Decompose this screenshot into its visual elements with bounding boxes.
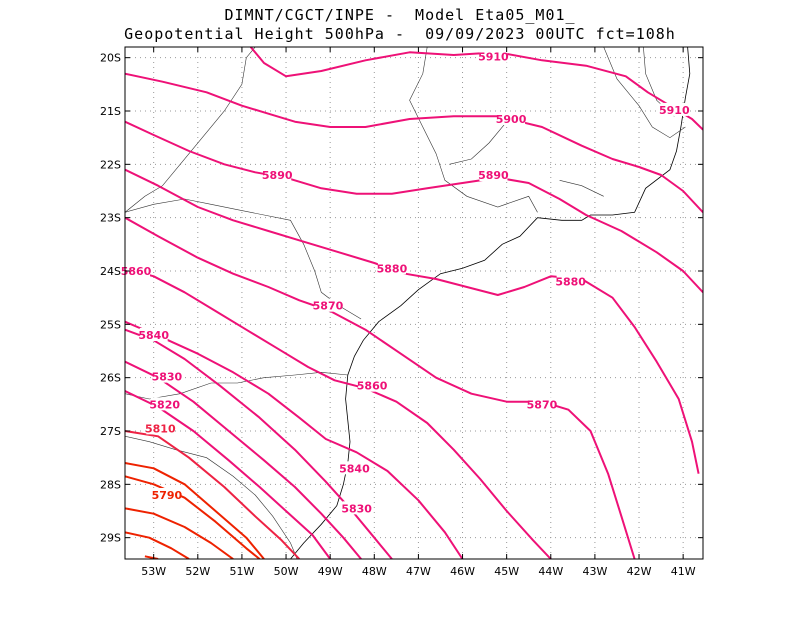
contour-label-bg	[263, 168, 292, 181]
lon-tick-label: 45W	[494, 565, 519, 578]
contour-label-bg	[152, 369, 181, 383]
contour-label-bg	[556, 274, 585, 288]
lat-tick-label: 22S	[100, 158, 121, 171]
lat-tick-label: 23S	[100, 212, 121, 225]
contour-label-bg	[139, 328, 168, 341]
contour-5890	[125, 120, 703, 293]
contour-label-bg	[479, 49, 508, 63]
lon-tick-label: 42W	[627, 565, 652, 578]
lat-tick-label: 20S	[100, 52, 121, 65]
lat-tick-label: 25S	[100, 318, 121, 331]
contour-label-5860: 5860	[357, 380, 388, 393]
contour-label-5820: 5820	[149, 398, 180, 411]
contour-5830	[125, 360, 362, 559]
contour-5770	[125, 531, 190, 559]
state-border	[125, 436, 298, 559]
lon-tick-label: 41W	[671, 565, 696, 578]
state-border	[125, 371, 348, 400]
contour-label-5790: 5790	[152, 489, 183, 502]
state-border	[125, 198, 362, 320]
lon-tick-label: 44W	[538, 565, 563, 578]
state-border	[409, 47, 538, 213]
contour-label-5860: 5860	[121, 265, 152, 278]
contour-label-5890: 5890	[262, 169, 293, 182]
grid-lines	[125, 47, 703, 559]
lat-tick-label: 21S	[100, 105, 121, 118]
lat-tick-label: 29S	[100, 532, 121, 545]
contour-label-5840: 5840	[138, 329, 169, 342]
contour-label-bg	[479, 168, 508, 181]
contour-label-5830: 5830	[341, 502, 372, 515]
contour-5860	[125, 267, 552, 559]
map-title-line-2: Geopotential Height 500hPa - 09/09/2023 …	[124, 25, 676, 43]
contour-label-5840: 5840	[339, 462, 370, 475]
lat-tick-label: 27S	[100, 425, 121, 438]
contour-5810	[125, 430, 301, 559]
contour-label-5910: 5910	[659, 104, 690, 117]
contour-label-bg	[358, 378, 387, 392]
contour-5880	[125, 168, 700, 474]
contour-label-5880: 5880	[555, 276, 586, 289]
contour-label-5810: 5810	[145, 422, 176, 435]
contour-label-bg	[146, 421, 175, 435]
lon-tick-label: 53W	[141, 565, 166, 578]
contour-label-bg	[497, 112, 526, 125]
plot-frame	[124, 46, 704, 560]
contour-label-bg	[527, 397, 556, 411]
lon-tick-label: 52W	[185, 565, 210, 578]
lon-tick-label: 46W	[450, 565, 475, 578]
lon-tick-label: 48W	[362, 565, 387, 578]
contour-label-bg	[340, 461, 369, 475]
contour-label-5910: 5910	[478, 51, 509, 64]
contour-labels: 5910 5910 5900 5890 5890 5880 5880 5870 5870 5860…	[121, 49, 690, 515]
contour-5840	[125, 328, 393, 559]
coastline	[290, 47, 691, 559]
contour-label-bg	[122, 264, 151, 277]
contour-5780	[125, 507, 234, 559]
lat-tick-label: 24S	[100, 265, 121, 278]
contour-label-bg	[150, 397, 179, 411]
state-border	[125, 47, 256, 213]
lon-tick-label: 51W	[229, 565, 254, 578]
contour-label-bg	[152, 488, 181, 501]
lon-tick-label: 47W	[406, 565, 431, 578]
contour-5790	[125, 475, 261, 559]
contour-label-bg	[342, 501, 371, 515]
contour-label-bg	[377, 261, 406, 275]
contour-5820	[125, 390, 332, 559]
lon-tick-label: 50W	[274, 565, 299, 578]
contour-label-5870: 5870	[313, 300, 344, 313]
contour-label-5830: 5830	[152, 371, 183, 384]
state-border	[449, 121, 507, 165]
contour-label-5870: 5870	[527, 398, 558, 411]
contour-label-5890: 5890	[478, 169, 509, 182]
contour-5870	[125, 216, 636, 559]
contour-label-5880: 5880	[377, 262, 408, 275]
geographic-boundaries	[125, 47, 691, 559]
map-title-line-1: DIMNT/CGCT/INPE - Model Eta05_M01_	[224, 6, 576, 24]
lon-tick-label: 43W	[582, 565, 607, 578]
state-border	[559, 180, 604, 197]
height-contours	[125, 47, 703, 559]
contour-5900	[125, 72, 703, 213]
contour-5800	[125, 462, 265, 559]
lat-tick-label: 28S	[100, 478, 121, 491]
contour-label-bg	[313, 298, 342, 312]
lon-tick-label: 49W	[318, 565, 343, 578]
lat-tick-label: 26S	[100, 372, 121, 385]
axis-ticks: 53W 52W 51W 50W 49W 48W 47W 46W 45W 44W 43W 42W 41W 2…	[100, 47, 703, 578]
contour-label-5900: 5900	[496, 113, 527, 126]
contour-5850	[125, 320, 464, 559]
contour-label-bg	[660, 102, 689, 116]
